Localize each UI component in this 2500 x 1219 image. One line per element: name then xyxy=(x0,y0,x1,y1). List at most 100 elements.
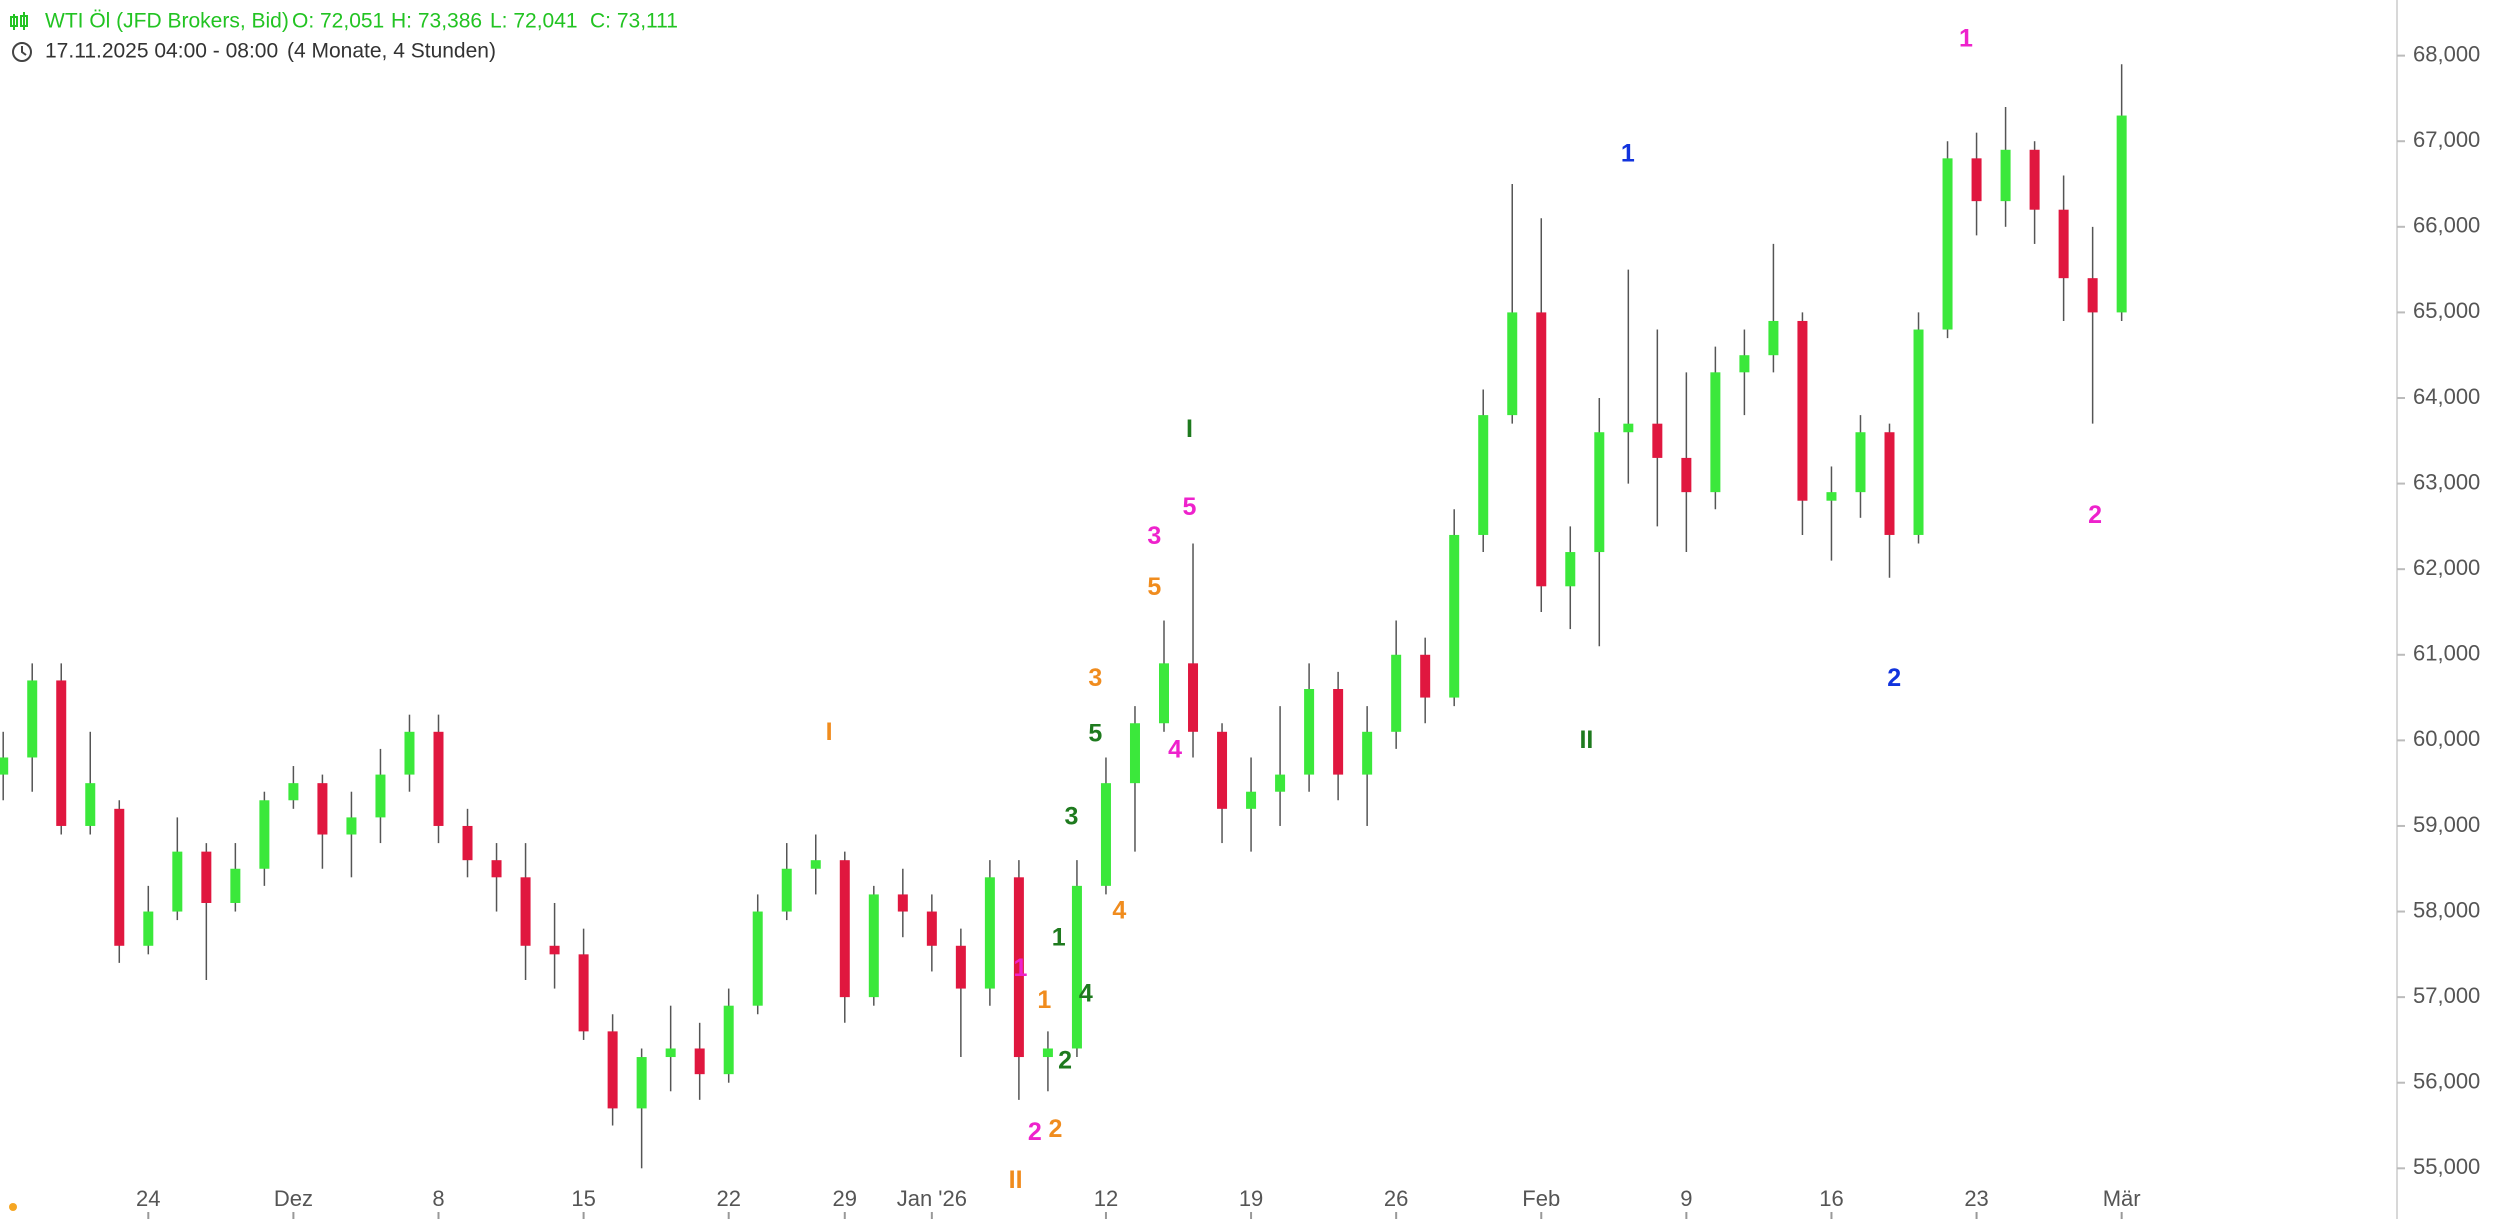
candle-body xyxy=(433,731,444,826)
candle-body xyxy=(1159,663,1169,724)
candle-body xyxy=(1013,877,1024,1058)
candle-body xyxy=(1884,432,1895,535)
candle-body xyxy=(288,783,299,801)
ohlc-low: L: 72,041 xyxy=(490,10,578,33)
y-tick-label: 56,000 xyxy=(2413,1069,2480,1094)
wave-label: 2 xyxy=(1049,1115,1063,1143)
candle-body xyxy=(259,800,270,869)
period: (4 Monate, 4 Stunden) xyxy=(287,40,496,63)
candle-body xyxy=(810,860,821,869)
candle-body xyxy=(926,911,937,946)
x-tick-label: 19 xyxy=(1239,1186,1263,1211)
candle-body xyxy=(1623,423,1634,433)
x-tick-label: 15 xyxy=(571,1186,595,1211)
candle-body xyxy=(0,757,9,775)
candle-body xyxy=(520,877,531,946)
candle-body xyxy=(1188,663,1199,732)
y-tick-label: 60,000 xyxy=(2413,726,2480,751)
candle-body xyxy=(462,825,473,861)
y-tick-label: 59,000 xyxy=(2413,812,2480,837)
candle-body xyxy=(897,894,908,912)
wave-label: 4 xyxy=(1168,736,1182,764)
candle-body xyxy=(607,1031,618,1109)
candle-body xyxy=(578,954,589,1032)
wave-label: 2 xyxy=(1028,1118,1042,1146)
candle-body xyxy=(172,851,183,912)
candle-body xyxy=(1768,320,1779,356)
wave-label: 1 xyxy=(1052,924,1066,952)
candle-body xyxy=(984,877,995,989)
candle-body xyxy=(491,860,502,878)
candle-body xyxy=(230,868,241,903)
candle-body xyxy=(1942,158,1953,330)
candle-body xyxy=(1304,689,1315,775)
x-tick-label: 12 xyxy=(1094,1186,1118,1211)
x-tick-label: 22 xyxy=(716,1186,740,1211)
clock-icon xyxy=(12,42,32,62)
candle-body xyxy=(375,774,386,818)
candle-body xyxy=(1536,312,1547,587)
candle-body xyxy=(2087,278,2098,313)
candle-body xyxy=(1565,552,1576,587)
candle-body xyxy=(1971,158,1982,202)
wave-label: II xyxy=(1009,1166,1023,1194)
candle-body xyxy=(1333,689,1344,775)
x-tick-label: 8 xyxy=(432,1186,444,1211)
y-tick-label: 63,000 xyxy=(2413,469,2480,494)
candle-body xyxy=(752,911,763,1006)
candle-body xyxy=(346,817,357,835)
x-tick-label: 16 xyxy=(1819,1186,1843,1211)
candle-body xyxy=(1420,654,1431,698)
x-tick-label: Feb xyxy=(1522,1186,1560,1211)
y-tick-label: 55,000 xyxy=(2413,1154,2480,1179)
wave-label: 5 xyxy=(1182,493,1196,521)
candle-body xyxy=(143,911,154,946)
wave-label: 1 xyxy=(1621,139,1635,167)
candle-body xyxy=(1594,432,1605,553)
candle-body xyxy=(868,894,879,998)
candle-body xyxy=(665,1048,676,1058)
candle-body xyxy=(2116,115,2127,313)
wave-label: 1 xyxy=(1959,24,1973,52)
candle-body xyxy=(56,680,67,826)
candle-body xyxy=(636,1057,647,1109)
candle-body xyxy=(955,945,966,989)
candle-body xyxy=(1217,731,1228,809)
wave-label: 1 xyxy=(1037,986,1051,1014)
candle-body xyxy=(1275,774,1286,792)
y-tick-label: 62,000 xyxy=(2413,555,2480,580)
candle-body xyxy=(1855,432,1866,493)
marker-dot xyxy=(9,1203,17,1211)
x-tick-label: 9 xyxy=(1680,1186,1692,1211)
candle-body xyxy=(201,851,212,903)
candle-body xyxy=(549,945,560,955)
candle-body xyxy=(1100,783,1111,886)
wave-label: I xyxy=(826,718,833,746)
candle-body xyxy=(1362,731,1373,775)
y-tick-label: 68,000 xyxy=(2413,41,2480,66)
ohlc-close: C: 73,111 xyxy=(590,10,678,33)
instrument-title: WTI Öl (JFD Brokers, Bid) xyxy=(45,10,289,33)
y-tick-label: 67,000 xyxy=(2413,127,2480,152)
candle-body xyxy=(781,868,792,912)
x-tick-label: 26 xyxy=(1384,1186,1408,1211)
candle-body xyxy=(1797,320,1808,501)
wave-label: 3 xyxy=(1064,803,1078,831)
candle-body xyxy=(694,1048,705,1075)
candle-body xyxy=(2029,149,2040,210)
candle-body xyxy=(114,808,125,946)
y-tick-label: 57,000 xyxy=(2413,983,2480,1008)
candle-body xyxy=(723,1005,734,1075)
candle-body xyxy=(404,731,415,775)
ohlc-high: H: 73,386 xyxy=(391,10,482,33)
candle-body xyxy=(1449,534,1460,698)
x-tick-label: Dez xyxy=(274,1186,313,1211)
wave-label: 2 xyxy=(2088,501,2102,529)
x-tick-label: Jan '26 xyxy=(897,1186,967,1211)
wave-label: 3 xyxy=(1088,664,1102,692)
wave-label: 5 xyxy=(1088,720,1102,748)
bars-icon xyxy=(10,12,28,30)
candle-body xyxy=(2000,149,2011,202)
